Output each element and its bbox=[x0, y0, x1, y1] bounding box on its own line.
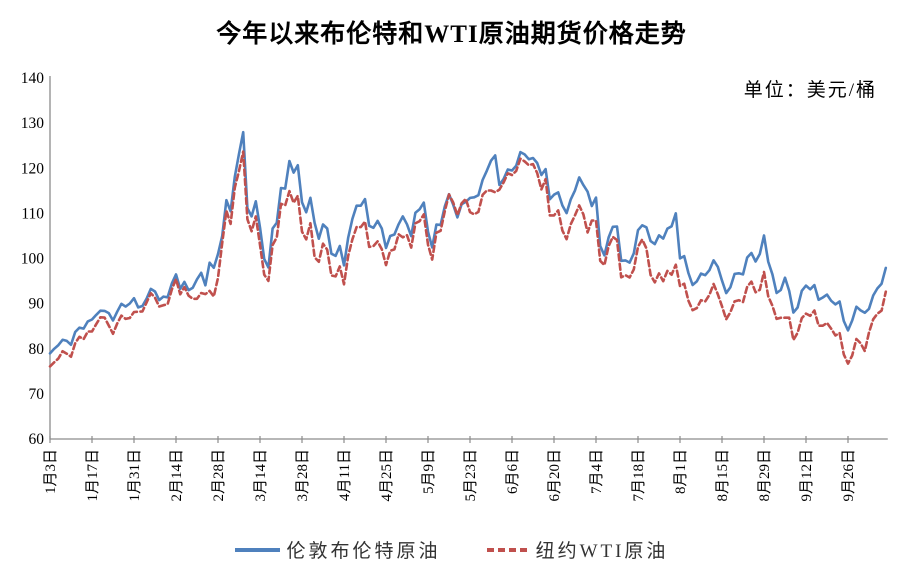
x-tick-label: 5月9日 bbox=[421, 449, 437, 494]
x-tick-label: 4月25日 bbox=[379, 449, 395, 502]
legend-item-wti: 纽约WTI原油 bbox=[486, 536, 669, 563]
y-tick-label: 90 bbox=[29, 296, 45, 313]
legend-label-brent: 伦敦布伦特原油 bbox=[286, 541, 441, 562]
x-tick-label: 6月6日 bbox=[505, 449, 521, 494]
legend-item-brent: 伦敦布伦特原油 bbox=[234, 536, 441, 563]
x-tick-label: 1月3日 bbox=[43, 449, 59, 494]
y-tick-label: 60 bbox=[29, 431, 45, 448]
x-tick-label: 8月15日 bbox=[715, 449, 731, 502]
y-tick-label: 80 bbox=[29, 341, 45, 358]
x-tick-label: 9月12日 bbox=[799, 449, 815, 502]
x-tick-label: 3月14日 bbox=[253, 449, 269, 502]
legend: 伦敦布伦特原油 纽约WTI原油 bbox=[0, 536, 903, 563]
legend-label-wti: 纽约WTI原油 bbox=[535, 541, 669, 562]
x-tick-label: 9月26日 bbox=[841, 449, 857, 502]
x-tick-label: 8月29日 bbox=[757, 449, 773, 502]
y-axis-labels: 140 130 120 110 100 90 80 70 60 bbox=[21, 70, 45, 448]
x-tick-label: 7月4日 bbox=[589, 449, 605, 494]
brent-price-line bbox=[48, 130, 888, 355]
wti-dashed-line-swatch bbox=[486, 547, 529, 552]
y-tick-label: 120 bbox=[21, 160, 45, 177]
y-tick-label: 100 bbox=[21, 251, 45, 268]
x-tick-label: 7月18日 bbox=[631, 449, 647, 502]
x-tick-label: 2月14日 bbox=[169, 449, 185, 502]
x-tick-label: 6月20日 bbox=[547, 449, 563, 502]
x-axis-labels: 1月3日 1月17日 1月31日 2月14日 2月28日 3月14日 3月28日 4月11日 4… bbox=[43, 436, 857, 502]
wti-price-line bbox=[48, 150, 888, 368]
x-tick-label: 4月11日 bbox=[337, 449, 353, 501]
axes-lines bbox=[49, 76, 888, 440]
x-tick-label: 2月28日 bbox=[211, 449, 227, 502]
y-tick-label: 70 bbox=[29, 386, 45, 403]
brent-solid-line-swatch bbox=[234, 547, 280, 552]
x-tick-label: 1月31日 bbox=[127, 449, 143, 502]
y-tick-label: 130 bbox=[21, 115, 45, 132]
chart-title: 今年以来布伦特和WTI原油期货价格走势 bbox=[216, 21, 687, 48]
y-tick-label: 140 bbox=[21, 70, 45, 87]
unit-label: 单位：美元/桶 bbox=[743, 80, 877, 101]
x-tick-label: 8月1日 bbox=[673, 449, 689, 494]
y-tick-label: 110 bbox=[21, 205, 44, 222]
x-tick-label: 5月23日 bbox=[463, 449, 479, 502]
x-tick-label: 3月28日 bbox=[295, 449, 311, 502]
x-tick-label: 1月17日 bbox=[85, 449, 101, 502]
